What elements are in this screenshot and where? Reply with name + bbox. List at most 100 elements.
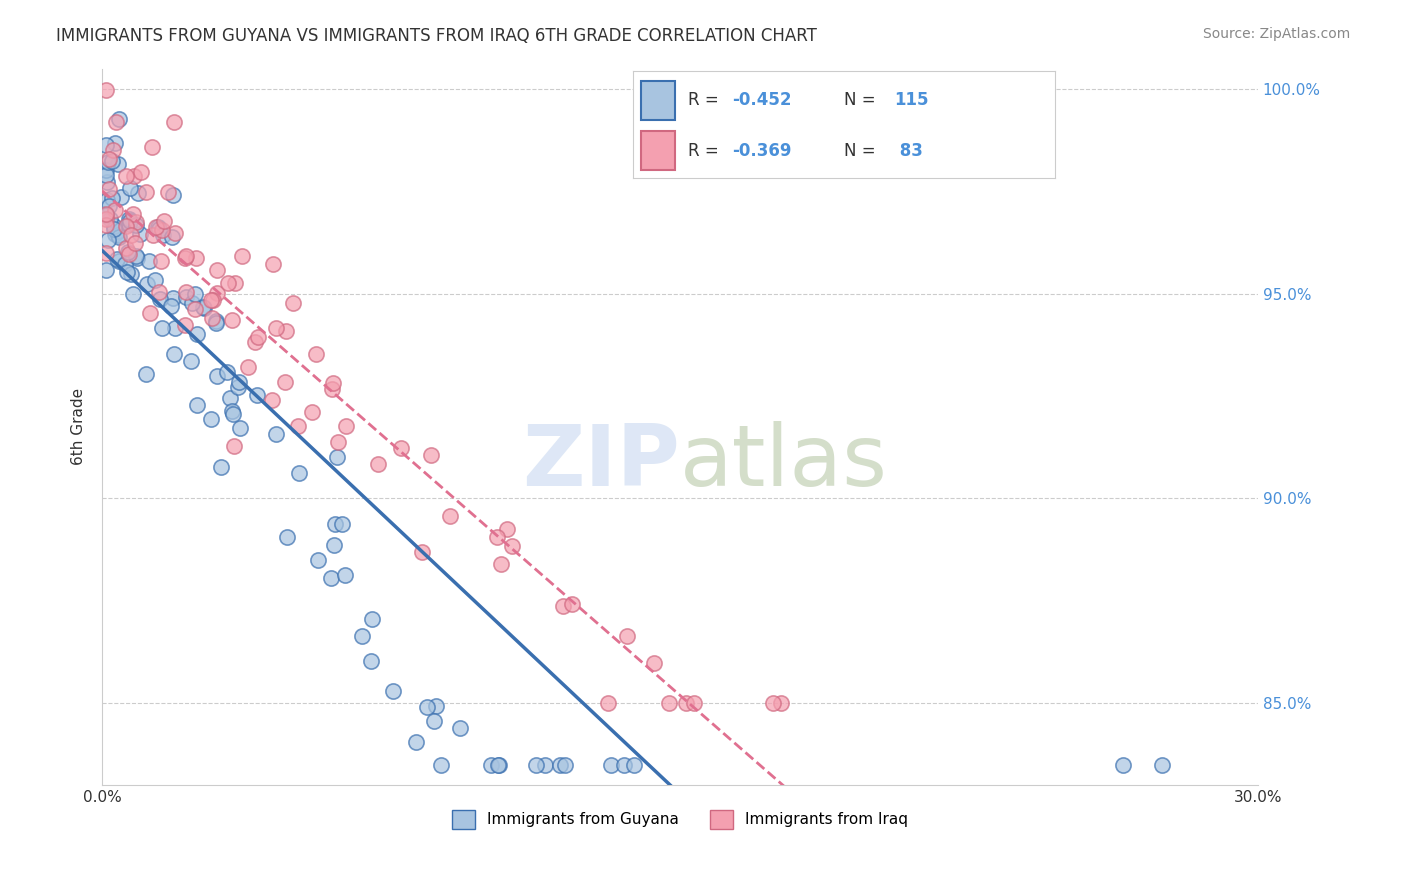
Point (1150, 757, 1173, 772)
Point (118, 212, 141, 227)
Point (107, 224, 129, 238)
Point (761, 696, 783, 710)
Point (1112, 757, 1135, 772)
Point (479, 757, 502, 772)
Point (148, 285, 170, 300)
Point (107, 156, 129, 170)
Point (94, 263, 117, 277)
Point (548, 757, 571, 772)
Point (769, 696, 792, 710)
Point (360, 654, 382, 668)
Point (224, 276, 246, 290)
Point (94, 82, 117, 96)
Point (382, 684, 405, 698)
Point (616, 629, 638, 643)
Point (323, 537, 346, 551)
Point (658, 696, 681, 710)
Point (643, 656, 665, 670)
Point (246, 330, 269, 344)
Point (104, 202, 127, 217)
Point (207, 263, 229, 277)
Point (191, 300, 214, 314)
Point (96, 193, 118, 207)
Point (94, 246, 117, 260)
Point (193, 301, 215, 315)
Point (264, 427, 287, 442)
Point (157, 185, 180, 199)
Point (221, 312, 243, 326)
Point (150, 223, 173, 237)
Point (120, 267, 142, 281)
Point (600, 757, 623, 772)
Point (101, 143, 124, 157)
Point (350, 630, 373, 644)
Point (200, 412, 222, 426)
Point (262, 257, 284, 271)
Point (107, 228, 129, 243)
Point (389, 442, 412, 456)
Point (115, 219, 138, 233)
Text: R =: R = (688, 142, 724, 160)
Point (274, 324, 297, 338)
Point (163, 226, 186, 240)
Text: atlas: atlas (681, 421, 889, 504)
Point (186, 326, 208, 341)
Point (148, 222, 170, 236)
Point (205, 314, 228, 328)
Point (301, 405, 323, 419)
Point (143, 273, 166, 287)
Point (486, 531, 509, 545)
Point (321, 571, 343, 585)
Point (304, 347, 326, 361)
Text: R =: R = (688, 91, 724, 109)
Point (120, 181, 142, 195)
Point (105, 252, 128, 266)
Point (141, 140, 163, 154)
Point (115, 265, 138, 279)
Point (135, 277, 157, 291)
Point (103, 219, 125, 233)
Point (205, 368, 228, 383)
Point (675, 696, 697, 710)
Point (135, 367, 157, 381)
Point (184, 286, 207, 301)
Point (322, 376, 344, 390)
Point (98, 182, 121, 196)
Point (120, 227, 142, 242)
Point (683, 696, 706, 710)
Point (129, 227, 152, 241)
Point (114, 257, 136, 271)
Point (489, 557, 512, 571)
Point (228, 376, 250, 390)
Point (449, 721, 471, 735)
Text: 83: 83 (894, 142, 924, 160)
Point (149, 254, 172, 268)
Point (533, 757, 555, 772)
Point (415, 699, 437, 714)
Point (125, 215, 148, 229)
Point (153, 213, 176, 227)
FancyBboxPatch shape (641, 131, 675, 169)
Point (330, 516, 353, 531)
Point (184, 251, 207, 265)
Point (201, 311, 224, 326)
Point (94, 212, 117, 227)
Point (226, 380, 249, 394)
Point (217, 276, 239, 290)
Point (124, 235, 146, 250)
Point (420, 448, 443, 462)
Point (152, 228, 174, 243)
Point (333, 568, 356, 582)
Point (94, 168, 117, 182)
Point (110, 190, 132, 204)
Point (411, 545, 433, 559)
Point (138, 254, 160, 268)
Point (218, 391, 240, 405)
Point (152, 321, 174, 335)
Point (367, 457, 389, 471)
Point (501, 539, 523, 553)
Text: IMMIGRANTS FROM GUYANA VS IMMIGRANTS FROM IRAQ 6TH GRADE CORRELATION CHART: IMMIGRANTS FROM GUYANA VS IMMIGRANTS FRO… (56, 27, 817, 45)
Point (236, 359, 259, 374)
Point (117, 247, 139, 261)
Point (260, 393, 283, 408)
